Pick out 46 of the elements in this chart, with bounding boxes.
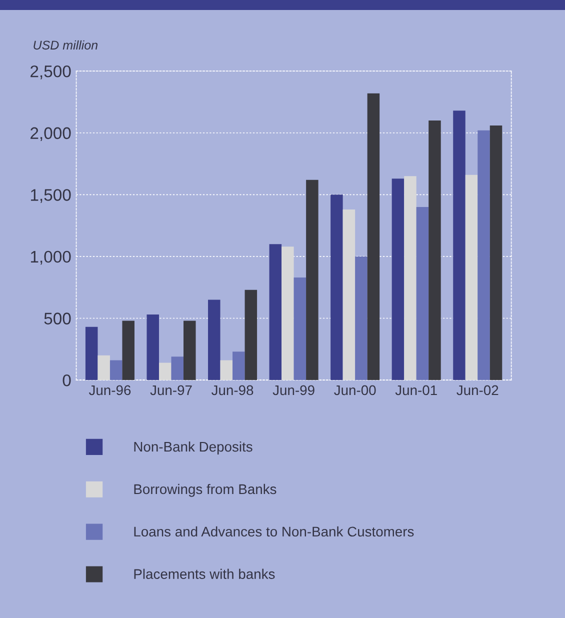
legend-label: Loans and Advances to Non-Bank Customers — [134, 526, 414, 537]
bar — [342, 210, 356, 380]
x-tick-label: Jun-99 — [272, 385, 314, 396]
bar — [465, 174, 478, 380]
y-tick-label: 2,000 — [30, 127, 71, 142]
bar — [158, 362, 172, 380]
bar — [355, 256, 368, 380]
bar — [269, 244, 282, 380]
bar — [330, 194, 343, 380]
x-tick-label: Jun-00 — [334, 385, 376, 396]
x-tick-label: Jun-01 — [395, 385, 437, 396]
bar — [220, 360, 233, 380]
y-tick-label: 0 — [62, 374, 71, 386]
bar — [294, 277, 306, 380]
bar — [208, 300, 220, 380]
bar — [184, 320, 196, 380]
bar — [367, 93, 380, 380]
y-tick-label: 2,500 — [30, 65, 71, 80]
bar — [428, 120, 441, 380]
legend-label: Non-Bank Deposits — [134, 441, 252, 454]
bar — [122, 320, 134, 380]
y-tick-label: 1,500 — [30, 189, 71, 203]
bar — [85, 326, 98, 380]
bar — [453, 110, 466, 380]
x-tick-label: Jun-97 — [150, 385, 192, 396]
y-axis-title: USD million — [34, 40, 98, 50]
bar — [110, 360, 122, 380]
bar — [404, 176, 416, 380]
legend-label: Placements with banks — [134, 568, 275, 579]
x-tick-label: Jun-02 — [456, 385, 498, 396]
bar — [416, 207, 429, 380]
bar — [146, 314, 159, 380]
bar — [232, 352, 245, 380]
x-tick-label: Jun-96 — [88, 385, 131, 396]
bar — [490, 125, 502, 380]
bar — [98, 355, 110, 380]
bar — [171, 356, 184, 380]
y-tick-label: 500 — [44, 312, 71, 324]
legend-label: Borrowings from Banks — [134, 484, 276, 497]
x-tick-label: Jun-98 — [212, 385, 254, 396]
bar — [392, 178, 404, 380]
bar — [282, 246, 294, 380]
bar — [478, 130, 490, 380]
y-tick-label: 1,000 — [30, 250, 71, 265]
bar — [306, 180, 318, 380]
bar — [244, 290, 258, 380]
